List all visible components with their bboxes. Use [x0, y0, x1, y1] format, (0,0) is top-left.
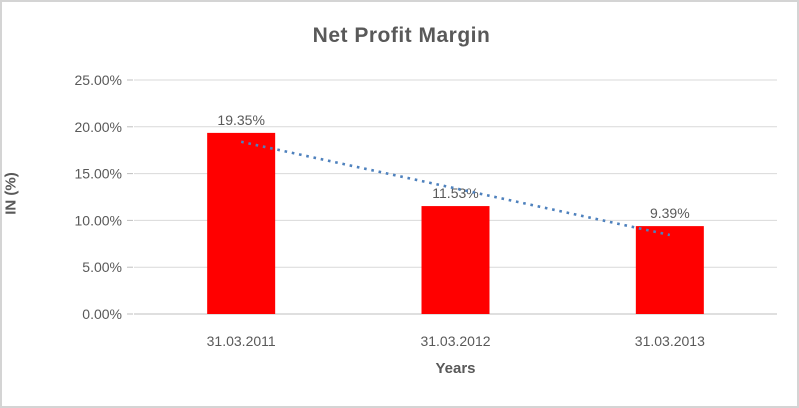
- chart-title: Net Profit Margin: [312, 24, 491, 47]
- y-tick-label: 5.00%: [82, 259, 122, 275]
- x-tick-label: 31.03.2012: [420, 333, 490, 349]
- bar: [635, 226, 704, 314]
- bar: [207, 132, 276, 314]
- y-tick-label: 20.00%: [75, 119, 122, 135]
- y-tick-label: 0.00%: [82, 306, 122, 322]
- y-tick-label: 10.00%: [75, 212, 122, 228]
- y-tick-label: 15.00%: [75, 166, 122, 182]
- x-tick-label: 31.03.2013: [635, 333, 705, 349]
- x-axis-title: Years: [435, 360, 476, 377]
- x-tick-label: 31.03.2011: [207, 333, 276, 349]
- bar: [421, 206, 490, 314]
- y-tick-label: 25.00%: [75, 72, 122, 88]
- data-label: 11.53%: [432, 185, 478, 201]
- data-label: 9.39%: [650, 205, 690, 221]
- data-label: 19.35%: [217, 112, 264, 128]
